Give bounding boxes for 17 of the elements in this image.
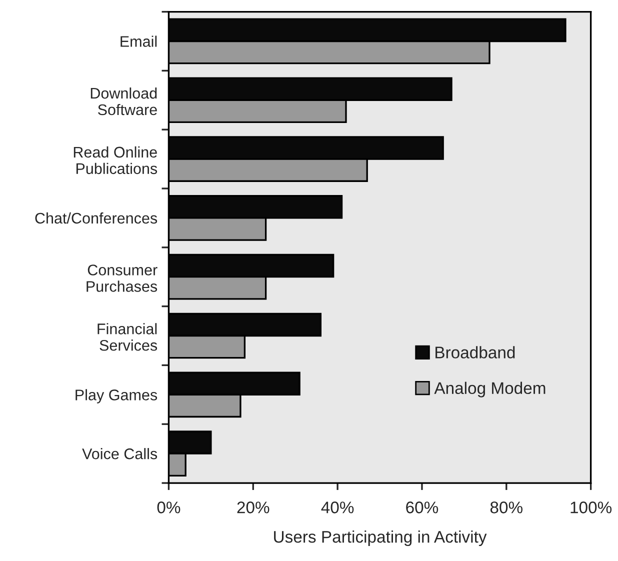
legend-label: Analog Modem [434,382,546,398]
x-tick-label: 100% [570,502,612,514]
legend-label: Broadband [436,346,515,358]
x-tick-label: 0% [157,502,180,514]
y-tick-label: Chat/Conferences [35,212,158,224]
y-tick-label: Play Games [76,389,158,404]
y-tick-label: Read Online Publications [74,146,158,174]
x-tick-label: 20% [237,502,270,514]
x-tick-label: 80% [490,502,522,514]
y-tick-label: Download Software [90,87,157,116]
x-axis-title: Users Participating in Activity [274,530,487,546]
y-tick-label: Consumer Purchases [86,264,158,292]
x-tick-label: 40% [321,502,354,514]
y-tick-label: Financial Services [98,323,158,351]
y-tick-label: Email [120,36,157,47]
y-tick-label: Voice Calls [82,448,158,460]
x-tick-label: 60% [406,502,438,514]
